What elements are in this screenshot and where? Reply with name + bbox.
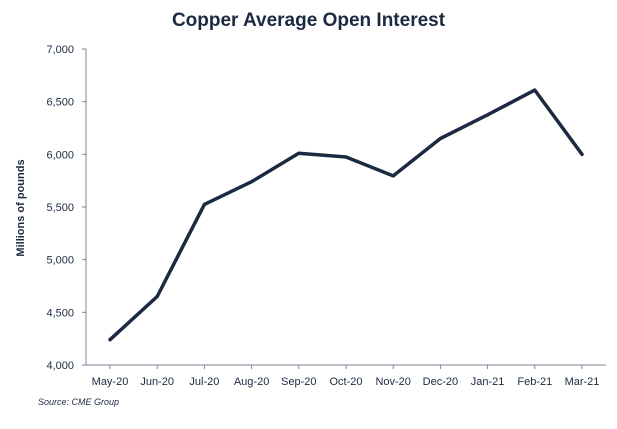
x-tick-label: Jul-20 (189, 376, 219, 388)
x-tick-label: Jun-20 (140, 376, 174, 388)
x-tick-label: Dec-20 (423, 376, 458, 388)
y-tick-label: 5,500 (46, 202, 74, 214)
x-tick-label: Jan-21 (471, 376, 505, 388)
y-tick-labels: 4,000 4,500 5,000 5,500 6,000 6,500 7,000 (46, 44, 74, 372)
x-tick-label: Mar-21 (565, 376, 600, 388)
y-tick-label: 4,500 (46, 307, 74, 319)
series-line (108, 88, 584, 342)
y-tick-label: 5,000 (46, 255, 74, 267)
data-point (108, 338, 112, 342)
y-tick-label: 6,000 (46, 149, 74, 161)
data-point (202, 202, 206, 206)
data-point (155, 295, 159, 299)
x-tick-label: Aug-20 (234, 376, 269, 388)
axes (82, 48, 606, 369)
source-note: Source: CME Group (38, 397, 120, 407)
data-point (486, 113, 490, 117)
x-tick-label: Feb-21 (517, 376, 552, 388)
x-tick-label: Oct-20 (329, 376, 362, 388)
data-point (250, 180, 254, 184)
x-tick-label: Nov-20 (375, 376, 410, 388)
x-tick-labels: May-20 Jun-20 Jul-20 Aug-20 Sep-20 Oct-20 Nov-… (92, 376, 600, 388)
x-tick-label: Sep-20 (281, 376, 316, 388)
series-group (108, 88, 584, 342)
y-tick-label: 4,000 (46, 360, 74, 372)
data-point (580, 152, 584, 156)
y-tick-label: 6,500 (46, 97, 74, 109)
chart-title: Copper Average Open Interest (171, 10, 446, 31)
data-point (344, 155, 348, 159)
x-tick-label: May-20 (92, 376, 129, 388)
data-point (533, 88, 537, 92)
y-tick-label: 7,000 (46, 44, 74, 56)
data-point (297, 151, 301, 155)
data-point (438, 137, 442, 141)
data-point (391, 174, 395, 178)
